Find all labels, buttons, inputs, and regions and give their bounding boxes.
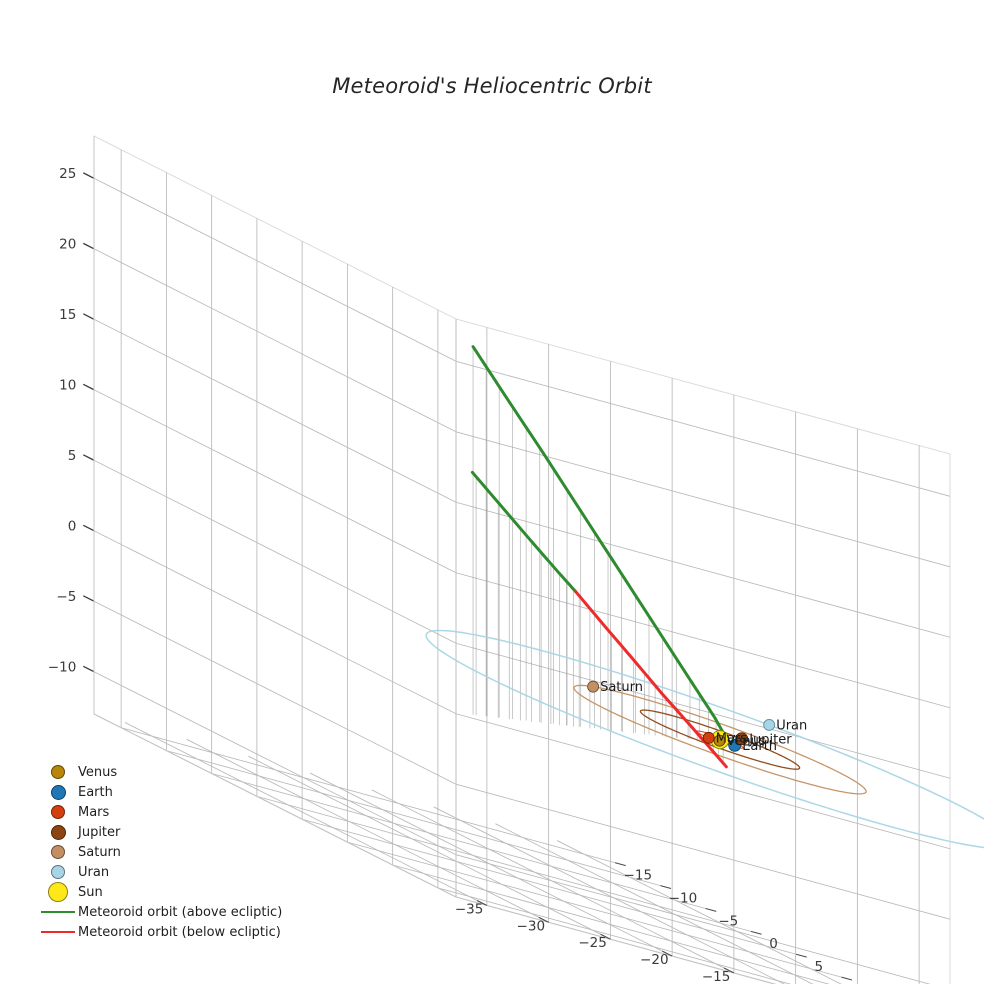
y-tick-label: −15	[624, 868, 653, 884]
axis-ticks-group	[82, 136, 853, 981]
line-icon	[41, 910, 75, 914]
legend-marker-venus-icon	[38, 765, 78, 779]
x-tick-label: −35	[455, 902, 484, 918]
legend-item-jupiter[interactable]: Jupiter	[38, 822, 338, 842]
legend-marker-earth-icon	[38, 784, 78, 800]
dot-icon	[50, 784, 66, 800]
y-tick-label: −10	[669, 891, 698, 907]
legend-item-venus[interactable]: Venus	[38, 762, 338, 782]
x-tick-label: −25	[578, 935, 607, 951]
legend-label: Saturn	[78, 844, 121, 860]
dot-icon	[51, 805, 65, 819]
orbit-uran	[425, 629, 984, 849]
z-tick-label: 20	[59, 236, 76, 252]
legend-item-uran[interactable]: Uran	[38, 862, 338, 882]
dot-icon	[50, 824, 66, 840]
body-label-venus: Venus	[727, 734, 766, 749]
z-tick-label: 10	[59, 377, 76, 393]
legend-label: Mars	[78, 804, 110, 820]
legend-label: Meteoroid orbit (below ecliptic)	[78, 924, 281, 940]
y-tick-label: 0	[769, 936, 778, 952]
x-tick-label: −30	[517, 918, 546, 934]
line-icon	[41, 930, 75, 934]
trajectory-incoming-above-ecliptic	[471, 345, 727, 739]
body-label-jupiter: Jupiter	[748, 732, 792, 747]
z-tick-label: 5	[68, 448, 77, 464]
y-tick-label: 5	[815, 959, 824, 975]
x-tick-label: −20	[640, 952, 669, 968]
axes-grid-group	[93, 149, 951, 984]
legend-marker-saturn-icon	[38, 845, 78, 859]
orbit-jupiter	[639, 709, 801, 770]
legend-marker-mars-icon	[38, 805, 78, 819]
legend-item-mars[interactable]: Mars	[38, 802, 338, 822]
x-tick-label: −15	[702, 969, 731, 984]
z-tick-label: 25	[59, 166, 76, 182]
z-tick-label: −5	[56, 589, 76, 605]
legend-label: Earth	[78, 784, 113, 800]
y-tick-label: −5	[718, 913, 738, 929]
legend-marker-uran-icon	[38, 865, 78, 879]
legend-label: Uran	[78, 864, 110, 880]
page-title: Meteoroid's Heliocentric Orbit	[332, 74, 652, 98]
z-tick-label: 0	[68, 518, 77, 534]
body-label-saturn: Saturn	[600, 680, 643, 695]
dot-icon	[51, 845, 65, 859]
body-label-earth: Earth	[742, 739, 777, 754]
trajectory-outgoing-below-ecliptic	[574, 590, 728, 769]
legend-label: Jupiter	[78, 824, 121, 840]
trajectories-group	[470, 345, 728, 769]
legend-label: Meteoroid orbit (above ecliptic)	[78, 904, 283, 920]
body-marker-saturn	[587, 680, 600, 693]
body-marker-jupiter	[735, 732, 749, 746]
dot-icon	[51, 765, 65, 779]
legend-item-saturn[interactable]: Saturn	[38, 842, 338, 862]
legend-marker-jupiter-icon	[38, 824, 78, 840]
legend-item-meteoroid-orbit-below-ecliptic[interactable]: Meteoroid orbit (below ecliptic)	[38, 922, 338, 942]
orbit-saturn	[573, 684, 867, 795]
dot-icon	[48, 882, 68, 902]
legend: Venus Earth Mars Jupiter Saturn Uran Sun Meteor…	[38, 762, 338, 942]
legend-line-green-icon	[38, 910, 78, 914]
legend-item-meteoroid-orbit-above-ecliptic[interactable]: Meteoroid orbit (above ecliptic)	[38, 902, 338, 922]
dot-icon	[51, 865, 65, 879]
y-tick-label: 10	[855, 982, 872, 984]
legend-item-earth[interactable]: Earth	[38, 782, 338, 802]
drop-lines-group	[472, 346, 725, 764]
legend-line-red-icon	[38, 930, 78, 934]
z-tick-label: 15	[59, 307, 76, 323]
legend-marker-sun-icon	[38, 882, 78, 902]
bodies-group	[587, 680, 776, 752]
body-marker-venus	[713, 734, 726, 747]
tick-labels-group: −35−30−25−20−15−10−50−15−10−505101520−10…	[48, 166, 873, 984]
legend-item-sun[interactable]: Sun	[38, 882, 338, 902]
legend-label: Sun	[78, 884, 103, 900]
trajectory-outgoing-above-ecliptic	[470, 470, 578, 594]
body-label-uran: Uran	[776, 718, 807, 733]
legend-label: Venus	[78, 764, 118, 780]
body-label-mars: Mars	[716, 731, 748, 746]
body-marker-uran	[763, 718, 776, 731]
body-marker-mars	[702, 731, 715, 744]
z-tick-label: −10	[48, 659, 77, 675]
